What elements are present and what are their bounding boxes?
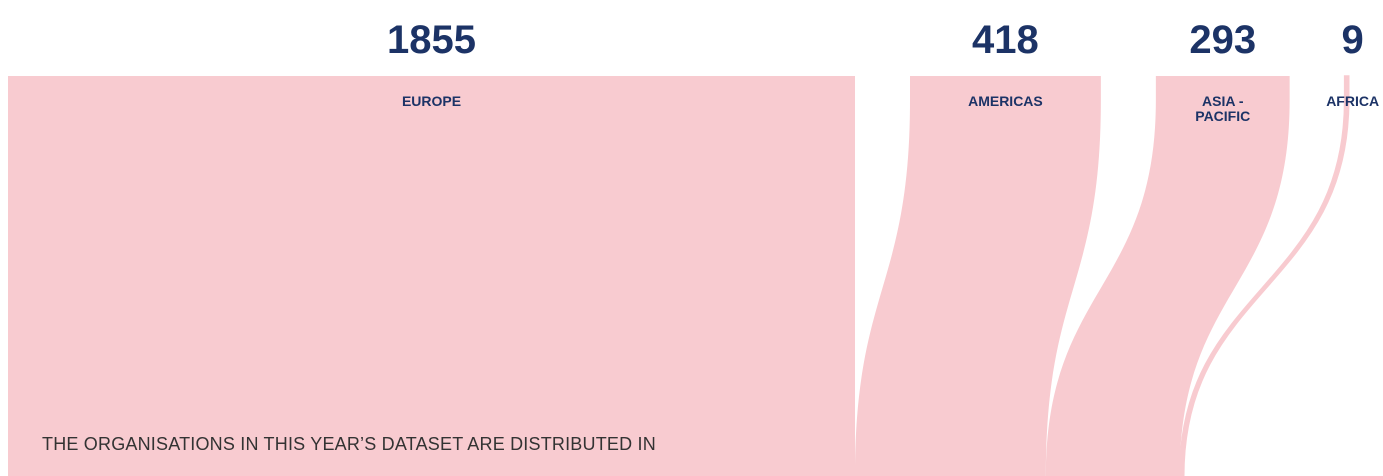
value-label: 1855: [387, 18, 476, 62]
category-label: AFRICA: [1326, 93, 1380, 109]
flow-band: [1045, 76, 1290, 476]
value-label: 9: [1341, 18, 1364, 62]
caption: THE ORGANISATIONS IN THIS YEAR’S DATASET…: [42, 434, 656, 454]
flow-band: [855, 76, 1101, 476]
value-label: 293: [1189, 18, 1257, 62]
flow-band: [1178, 75, 1350, 476]
value-label: 418: [972, 18, 1039, 62]
category-label: AMERICAS: [968, 93, 1043, 109]
flow-band: [8, 76, 855, 476]
category-label: ASIA - PACIFIC: [1195, 93, 1251, 124]
category-label: EUROPE: [401, 93, 462, 109]
